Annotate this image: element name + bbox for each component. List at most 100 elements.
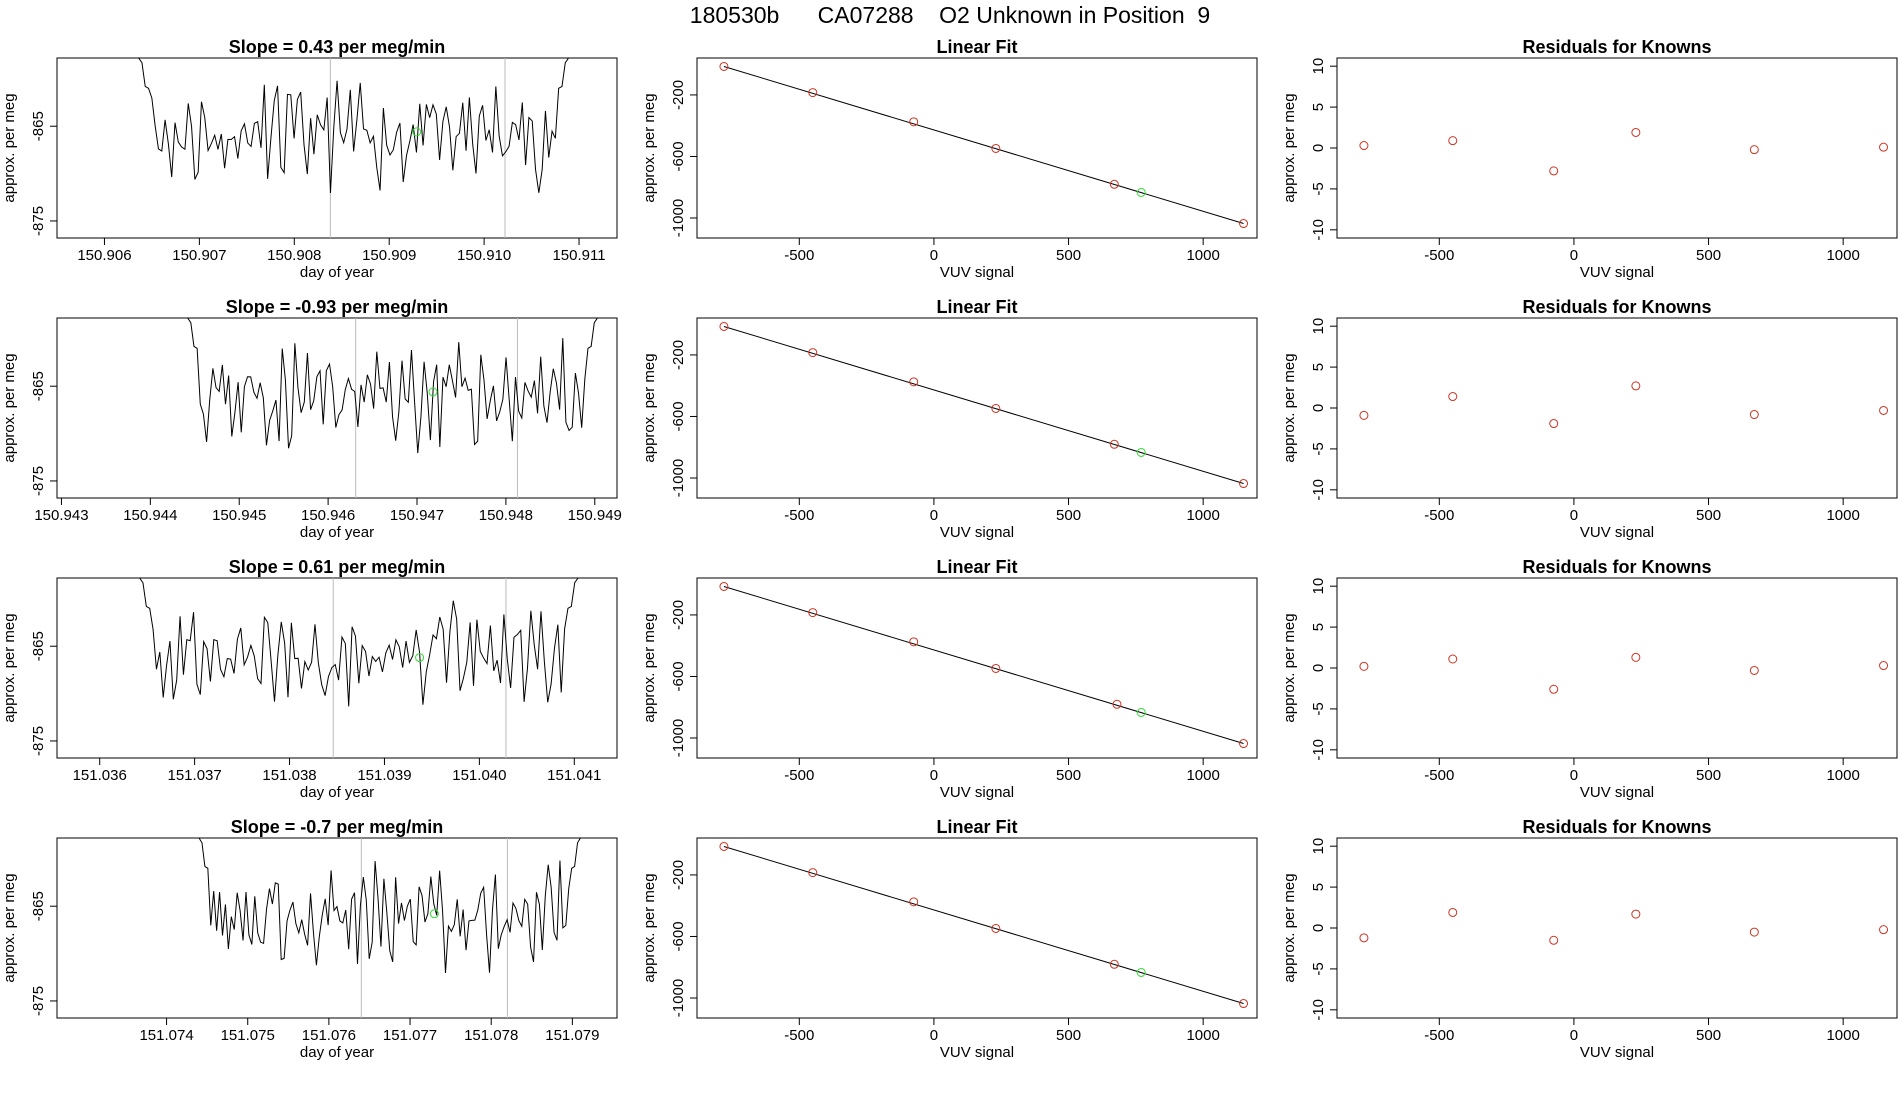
y-tick-label: 10	[1310, 838, 1327, 855]
known-point	[719, 61, 729, 71]
plot-frame	[56, 317, 618, 499]
signal-trace	[197, 837, 583, 973]
x-tick-label: 500	[1056, 767, 1081, 784]
y-tick-label: -10	[1310, 739, 1327, 761]
x-tick-label: 500	[1696, 1027, 1721, 1044]
residual-point	[1749, 665, 1759, 675]
residual-point	[1879, 142, 1889, 152]
y-axis-label: approx. per meg	[641, 353, 658, 462]
signal-trace	[136, 57, 571, 194]
plot-frame	[56, 837, 618, 1019]
x-tick-label: 150.911	[552, 247, 605, 264]
panel-title: Linear Fit	[936, 37, 1017, 57]
x-tick-label: 150.948	[479, 507, 533, 524]
x-axis-label: VUV signal	[940, 1044, 1014, 1061]
residual-point	[1549, 419, 1559, 429]
known-point	[1239, 479, 1249, 489]
x-tick-label: -500	[784, 767, 814, 784]
known-point	[1112, 699, 1122, 709]
y-tick-label: -10	[1310, 479, 1327, 501]
x-tick-label: 150.908	[267, 247, 321, 264]
residual-point	[1631, 652, 1641, 662]
panel-title: Residuals for Knowns	[1522, 297, 1711, 317]
unknown-point	[1136, 707, 1146, 717]
unknown-point	[415, 653, 425, 663]
y-tick-label: -865	[30, 371, 47, 401]
known-point	[991, 663, 1001, 673]
plot-frame	[696, 317, 1258, 499]
y-tick-label: 5	[1310, 363, 1327, 371]
x-tick-label: 151.039	[357, 767, 411, 784]
x-tick-label: 500	[1056, 507, 1081, 524]
x-tick-label: -500	[1424, 507, 1454, 524]
x-axis-label: day of year	[300, 784, 374, 801]
x-tick-label: 151.075	[221, 1027, 275, 1044]
y-tick-label: -865	[30, 111, 47, 141]
y-tick-label: -600	[670, 921, 687, 951]
residual-point	[1359, 141, 1369, 151]
x-axis-label: VUV signal	[1580, 1044, 1654, 1061]
known-point	[719, 841, 729, 851]
known-point	[909, 377, 919, 387]
x-tick-label: 151.036	[73, 767, 127, 784]
y-tick-label: 0	[1310, 664, 1327, 672]
y-tick-label: -875	[30, 466, 47, 496]
x-tick-label: 150.944	[123, 507, 177, 524]
figure-title: 180530b CA07288 O2 Unknown in Position 9	[689, 2, 1211, 28]
known-point	[808, 88, 818, 98]
y-tick-label: -10	[1310, 219, 1327, 241]
residual-point	[1549, 684, 1559, 694]
x-tick-label: -500	[784, 247, 814, 264]
residual-point	[1879, 661, 1889, 671]
x-axis-label: day of year	[300, 524, 374, 541]
fit-line	[723, 585, 1244, 745]
y-tick-label: 0	[1310, 404, 1327, 412]
x-tick-label: 150.945	[212, 507, 266, 524]
known-point	[991, 923, 1001, 933]
x-tick-label: 1000	[1186, 247, 1219, 264]
x-tick-label: 0	[930, 247, 938, 264]
fit-line	[723, 845, 1244, 1005]
x-tick-label: 150.943	[34, 507, 88, 524]
x-axis-label: day of year	[300, 264, 374, 281]
x-tick-label: 0	[930, 507, 938, 524]
x-axis-label: VUV signal	[1580, 524, 1654, 541]
y-tick-label: 5	[1310, 883, 1327, 891]
y-axis-label: approx. per meg	[1, 353, 18, 462]
y-tick-label: -865	[30, 891, 47, 921]
plot-frame	[696, 837, 1258, 1019]
known-point	[909, 637, 919, 647]
x-tick-label: 151.038	[262, 767, 316, 784]
known-point	[719, 321, 729, 331]
x-tick-label: -500	[1424, 767, 1454, 784]
x-tick-label: 151.077	[383, 1027, 437, 1044]
x-tick-label: 150.949	[568, 507, 622, 524]
x-tick-label: 0	[1570, 507, 1578, 524]
plot-frame	[696, 57, 1258, 239]
y-axis-label: approx. per meg	[1, 873, 18, 982]
known-point	[909, 117, 919, 127]
y-tick-label: -5	[1310, 962, 1327, 975]
x-tick-label: 1000	[1826, 247, 1859, 264]
residual-point	[1359, 410, 1369, 420]
x-tick-label: 500	[1056, 247, 1081, 264]
y-tick-label: -600	[670, 401, 687, 431]
plot-frame	[1336, 57, 1898, 239]
panel-title: Slope = 0.61 per meg/min	[229, 557, 446, 577]
panel-title: Slope = -0.7 per meg/min	[231, 817, 444, 837]
unknown-point	[1136, 447, 1146, 457]
y-tick-label: 10	[1310, 578, 1327, 595]
known-point	[1239, 219, 1249, 229]
y-tick-label: -600	[670, 661, 687, 691]
x-tick-label: 0	[930, 767, 938, 784]
x-tick-label: 150.907	[172, 247, 226, 264]
y-tick-label: -200	[670, 600, 687, 630]
known-point	[1109, 179, 1119, 189]
known-point	[808, 348, 818, 358]
